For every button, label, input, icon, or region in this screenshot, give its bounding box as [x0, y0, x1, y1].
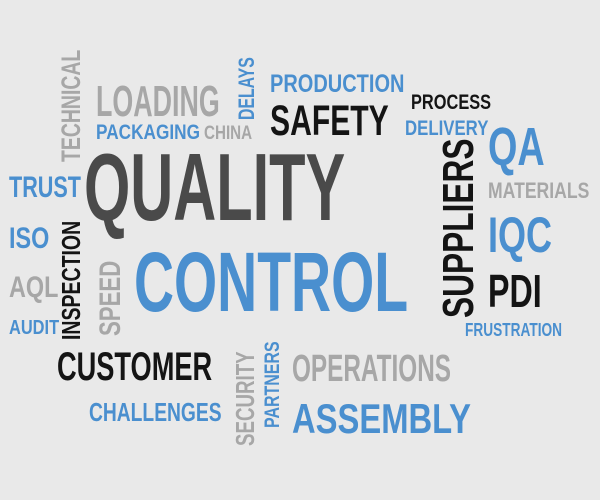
word-process: PROCESS	[411, 91, 492, 114]
word-packaging: PACKAGING	[96, 121, 200, 144]
word-operations: OPERATIONS	[292, 348, 451, 390]
word-audit: AUDIT	[9, 317, 60, 339]
word-security: SECURITY	[230, 351, 260, 446]
word-loading: LOADING	[96, 77, 220, 126]
word-delivery: DELIVERY	[405, 117, 489, 140]
word-china: CHINA	[204, 123, 253, 144]
word-speed: SPEED	[94, 260, 127, 336]
word-technical: TECHNICAL	[56, 49, 86, 163]
word-iqc: IQC	[488, 207, 553, 263]
word-pdi: PDI	[488, 265, 542, 317]
word-inspection: INSPECTION	[56, 220, 86, 340]
word-materials: MATERIALS	[488, 178, 590, 203]
word-trust: TRUST	[9, 171, 81, 204]
word-frustration: FRUSTRATION	[465, 320, 563, 340]
word-control: CONTROL	[134, 235, 409, 329]
word-suppliers: SUPPLIERS	[434, 138, 483, 318]
word-iso: ISO	[9, 222, 50, 255]
word-quality: QUALITY	[84, 134, 346, 241]
word-delays: DELAYS	[234, 57, 259, 120]
word-safety: SAFETY	[270, 97, 389, 145]
word-assembly: ASSEMBLY	[292, 395, 472, 442]
word-production: PRODUCTION	[270, 70, 405, 98]
word-qa: QA	[488, 117, 545, 177]
word-aql: AQL	[9, 271, 59, 304]
word-customer: CUSTOMER	[57, 345, 213, 389]
word-partners: PARTNERS	[261, 341, 284, 428]
word-challenges: CHALLENGES	[89, 397, 222, 427]
